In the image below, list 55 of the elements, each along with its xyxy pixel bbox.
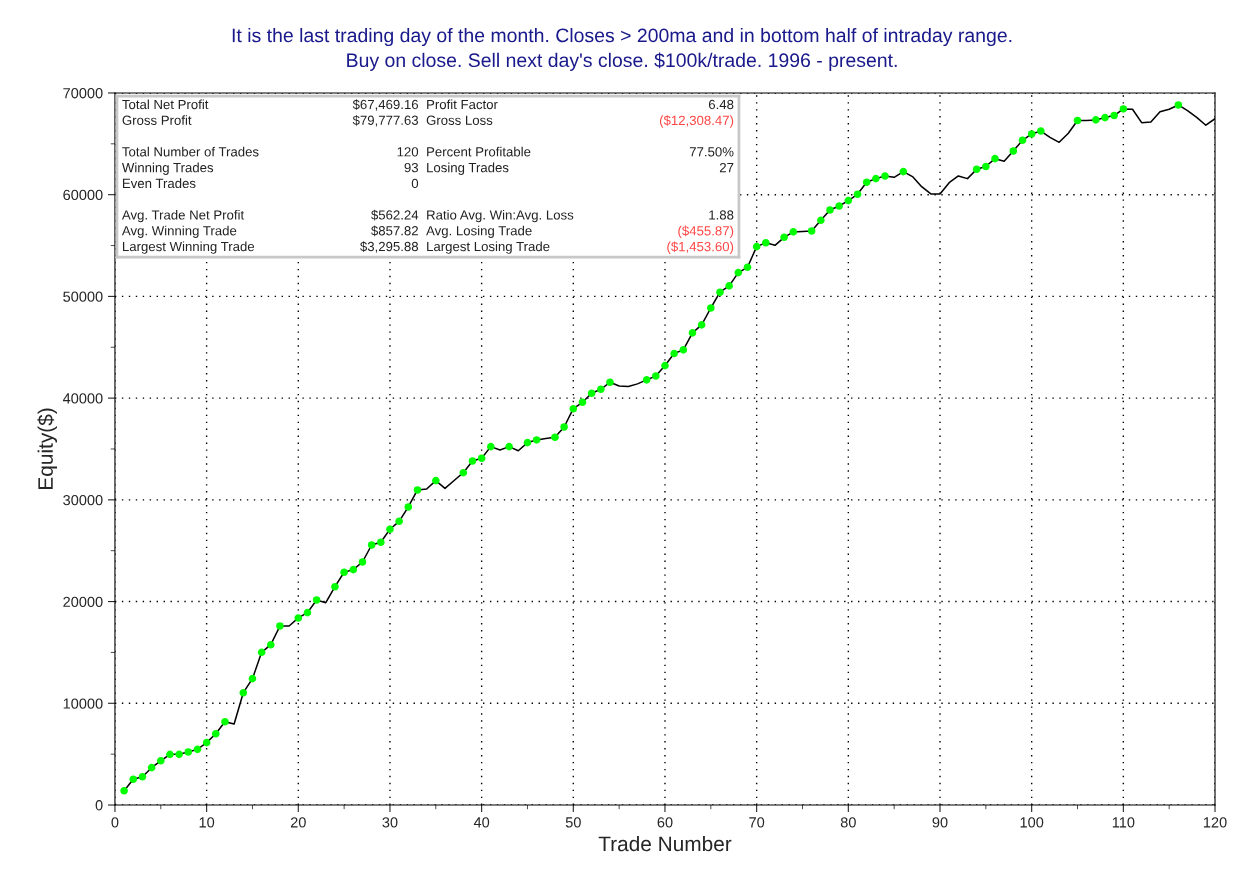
x-axis-title: Trade Number xyxy=(598,835,732,852)
y-tick-label: 70000 xyxy=(63,88,103,99)
x-tick-label: 60 xyxy=(657,817,673,828)
x-tick-label: 120 xyxy=(1203,817,1227,828)
text: $562.24 xyxy=(371,209,419,221)
y-tick-label: 40000 xyxy=(62,393,103,404)
x-tick-label: 110 xyxy=(1112,817,1135,828)
text: 1.88 xyxy=(709,210,734,220)
text: 93 xyxy=(404,162,419,173)
text: Profit Factor xyxy=(427,99,498,110)
text: Percent Profitable xyxy=(427,146,531,157)
text: 120 xyxy=(397,147,419,157)
text: 77.50% xyxy=(689,147,734,157)
text: $79,777.63 xyxy=(352,115,419,127)
text: 27 xyxy=(719,162,734,173)
x-tick-label: 80 xyxy=(840,817,856,828)
text: Even Trades xyxy=(122,178,196,189)
text: Largest Winning Trade xyxy=(122,241,255,254)
text: Total Number of Trades xyxy=(122,146,259,157)
y-tick-label: 50000 xyxy=(63,291,103,302)
text: Avg. Winning Trade xyxy=(121,225,237,238)
y-axis-title: Equity($) xyxy=(37,408,58,489)
text: Gross Loss xyxy=(426,115,493,125)
y-tick-label: 20000 xyxy=(63,596,103,607)
x-tick-label: 100 xyxy=(1020,817,1044,828)
text: Avg. Trade Net Profit xyxy=(121,209,245,223)
x-tick-label: 0 xyxy=(111,817,119,828)
text: 6.48 xyxy=(708,99,734,110)
text: Avg. Losing Trade xyxy=(426,225,532,238)
x-tick-label: 70 xyxy=(749,817,765,828)
x-tick-label: 90 xyxy=(932,817,948,828)
text: Total Net Profit xyxy=(122,99,209,110)
text: Largest Losing Trade xyxy=(427,241,550,254)
x-tick-label: 40 xyxy=(473,817,490,828)
y-tick-label: 60000 xyxy=(63,189,103,201)
chart-title: It is the last trading day of the month. Closes > 200ma and in bottom half of intraday range. xyxy=(232,27,1012,47)
y-tick-label: 30000 xyxy=(63,494,103,506)
x-tick-label: 20 xyxy=(290,817,306,828)
x-tick-label: 10 xyxy=(199,817,215,828)
x-tick-label: 50 xyxy=(565,817,581,828)
text: Gross Profit xyxy=(122,115,192,125)
text: $857.82 xyxy=(371,225,418,237)
y-tick-label: 0 xyxy=(95,800,103,811)
text: ($455.87) xyxy=(678,225,734,239)
text: $67,469.16 xyxy=(352,99,419,111)
text: ($1,453.60) xyxy=(667,241,734,254)
text: 0 xyxy=(411,178,419,189)
text: ($12,308.47) xyxy=(659,115,734,128)
text: Ratio Avg. Win:Avg. Loss xyxy=(427,209,574,223)
y-tick-label: 10000 xyxy=(63,698,103,709)
text: Winning Trades xyxy=(121,162,214,175)
text: $3,295.88 xyxy=(360,241,419,253)
x-tick-label: 30 xyxy=(382,817,398,828)
chart-subtitle: Buy on close. Sell next day's close. $100k/trade. 1996 - present. xyxy=(347,52,897,71)
text: Losing Trades xyxy=(427,162,509,175)
